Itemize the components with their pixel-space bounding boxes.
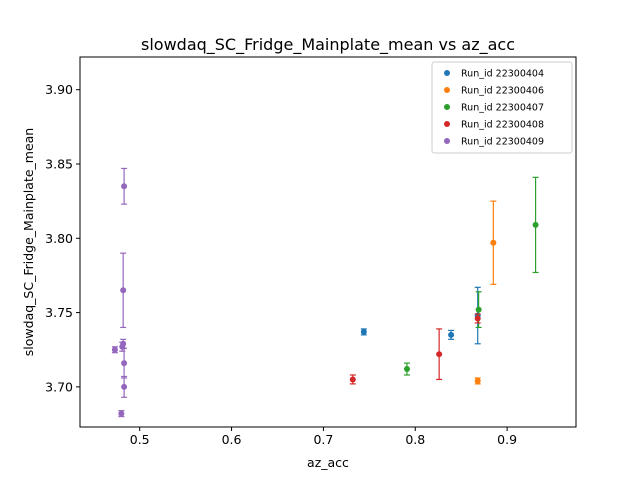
data-point (436, 351, 443, 358)
data-point (474, 377, 481, 384)
x-tick-label: 0.8 (405, 432, 425, 447)
y-tick-label: 3.70 (45, 379, 73, 394)
legend-marker (444, 104, 450, 110)
legend-marker (444, 87, 450, 93)
axes-frame (79, 56, 577, 428)
legend-entry-label: Run_id 22300409 (461, 137, 544, 148)
chart-title: slowdaq_SC_Fridge_Mainplate_mean vs az_a… (141, 35, 515, 55)
y-axis-label: slowdaq_SC_Fridge_Mainplate_mean (21, 128, 36, 356)
data-point (121, 383, 128, 390)
legend-marker (444, 121, 450, 127)
data-point (121, 183, 128, 190)
legend: Run_id 22300404 Run_id 22300406 Run_id 223… (431, 61, 573, 154)
plot-area (111, 167, 539, 418)
data-point (490, 239, 497, 246)
series-4 (111, 167, 128, 418)
data-point (120, 340, 127, 347)
y-tick-label: 3.85 (45, 156, 73, 171)
data-point (120, 287, 127, 294)
axis-ticks: 0.5 0.6 0.7 0.8 0.9 3.70 3.75 3.80 3.85 3.90 (45, 82, 517, 447)
data-point (474, 315, 481, 322)
x-tick-label: 0.6 (222, 432, 242, 447)
y-tick-label: 3.90 (45, 82, 73, 97)
series-3 (349, 313, 481, 385)
x-tick-label: 0.7 (313, 432, 333, 447)
data-point (475, 306, 482, 313)
data-point (118, 410, 125, 417)
series-1 (474, 200, 497, 385)
legend-marker (444, 70, 450, 76)
data-point (349, 376, 356, 383)
legend-marker (444, 138, 450, 144)
data-point (121, 360, 128, 367)
data-point (532, 221, 539, 228)
data-point (403, 366, 410, 373)
data-point (111, 346, 118, 353)
y-tick-label: 3.80 (45, 231, 73, 246)
legend-box (431, 61, 573, 154)
series-2 (403, 176, 539, 376)
data-point (448, 331, 455, 338)
x-tick-label: 0.5 (130, 432, 150, 447)
legend-entry-label: Run_id 22300404 (461, 69, 544, 80)
legend-entry-label: Run_id 22300407 (461, 103, 544, 114)
y-tick-label: 3.75 (45, 305, 73, 320)
x-axis-label: az_acc (307, 455, 349, 470)
x-tick-label: 0.9 (497, 432, 517, 447)
legend-entry-label: Run_id 22300408 (461, 120, 544, 131)
data-point (360, 328, 367, 335)
legend-entry-label: Run_id 22300406 (461, 86, 544, 97)
